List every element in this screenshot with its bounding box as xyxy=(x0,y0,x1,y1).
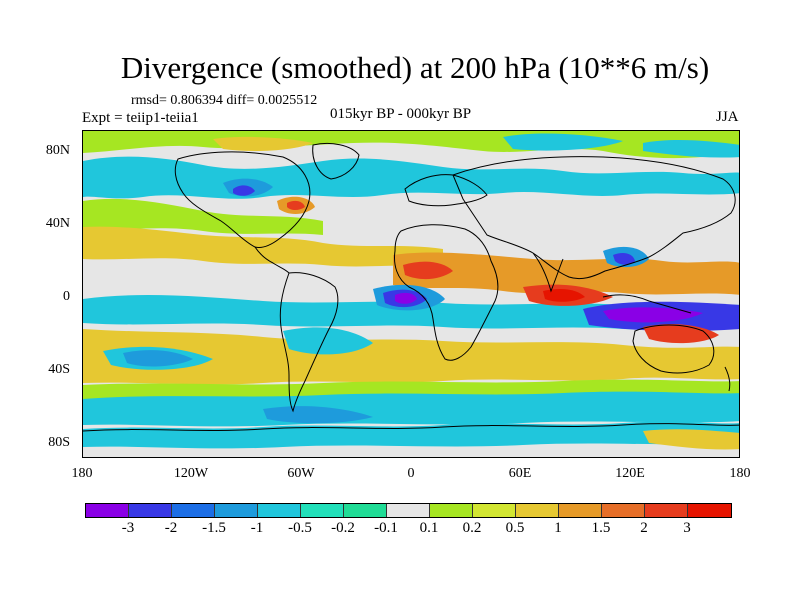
contour-eq-darkred xyxy=(543,289,585,302)
coastlines xyxy=(83,142,739,432)
colorbar-label: 1.5 xyxy=(591,520,611,536)
colorbar-swatch xyxy=(301,504,344,517)
contour-arctic-orange xyxy=(213,136,313,151)
lon-tick-180-right: 180 xyxy=(729,466,751,481)
lon-tick-0: 0 xyxy=(407,466,415,481)
contour-sh-blue-2 xyxy=(263,406,373,424)
colorbar-label: 0.2 xyxy=(462,520,482,536)
colorbar xyxy=(85,503,732,518)
colorbar-swatch xyxy=(258,504,301,517)
lat-tick-80s: 80S xyxy=(48,435,70,450)
coastline-greenland xyxy=(312,142,360,180)
plot-title: Divergence (smoothed) at 200 hPa (10**6 … xyxy=(120,50,710,85)
colorbar-swatch xyxy=(645,504,688,517)
coastline-africa xyxy=(394,224,499,361)
contour-antarctic-cyan xyxy=(83,421,739,449)
colorbar-swatch xyxy=(430,504,473,517)
divergence-map xyxy=(83,131,739,457)
coastline-india xyxy=(532,252,564,293)
colorbar-swatch xyxy=(86,504,129,517)
lon-tick-180-left: 180 xyxy=(71,466,93,481)
lat-tick-80n: 80N xyxy=(45,143,70,158)
coastline-south-america xyxy=(279,272,339,413)
season-label: JJA xyxy=(716,109,739,125)
colorbar-label: -2 xyxy=(164,520,178,536)
contour-asia-red xyxy=(403,261,453,280)
colorbar-swatch xyxy=(129,504,172,517)
colorbar-swatch xyxy=(387,504,430,517)
contour-pacific-purple xyxy=(603,307,703,323)
lat-tick-0: 0 xyxy=(63,289,70,304)
coastline-central-america xyxy=(254,246,290,274)
colorbar-swatch xyxy=(344,504,387,517)
colorbar-label: -0.5 xyxy=(288,520,312,536)
lat-tick-40s: 40S xyxy=(48,362,70,377)
lon-tick-120w: 120W xyxy=(173,466,209,481)
coastline-indonesia xyxy=(602,294,692,314)
contour-asia-darkblue xyxy=(613,253,635,265)
colorbar-label: -1 xyxy=(250,520,264,536)
colorbar-label: 0.1 xyxy=(419,520,439,536)
contour-sh-cyan-2 xyxy=(283,327,373,355)
contour-fields xyxy=(83,131,739,457)
contour-nh-darkblue xyxy=(233,185,255,196)
colorbar-swatch xyxy=(602,504,645,517)
colorbar-label: -3 xyxy=(121,520,135,536)
contour-sh-cyan-3 xyxy=(83,391,739,427)
experiment-label: Expt = teiip1-teiia1 xyxy=(82,110,199,126)
coastline-new-zealand xyxy=(724,366,731,392)
lon-tick-60e: 60E xyxy=(508,466,532,481)
contour-eq-purple xyxy=(395,292,417,304)
colorbar-swatch xyxy=(215,504,258,517)
contour-arctic-cyan-2 xyxy=(643,139,739,158)
contour-asia-orange xyxy=(393,252,739,295)
colorbar-label: -0.1 xyxy=(374,520,398,536)
lon-tick-60w: 60W xyxy=(287,466,315,481)
colorbar-label: 2 xyxy=(640,520,648,536)
contour-sh-blue-1 xyxy=(123,350,193,367)
coastline-asia xyxy=(452,156,736,280)
lon-tick-120e: 120E xyxy=(615,466,645,481)
contour-sh-red xyxy=(643,324,719,344)
colorbar-label: 1 xyxy=(554,520,562,536)
colorbar-swatch xyxy=(559,504,602,517)
colorbar-swatch xyxy=(473,504,516,517)
contour-nh-red xyxy=(287,200,305,210)
stats-label: rmsd= 0.806394 diff= 0.0025512 xyxy=(131,93,318,108)
colorbar-label: -1.5 xyxy=(202,520,226,536)
colorbar-swatch xyxy=(688,504,731,517)
coastline-antarctica xyxy=(83,423,739,432)
contour-arctic-cyan xyxy=(503,133,623,151)
contour-sh-orange xyxy=(83,329,739,385)
coastline-europe xyxy=(404,174,488,207)
colorbar-label: 0.5 xyxy=(505,520,525,536)
colorbar-label: -0.2 xyxy=(331,520,355,536)
colorbar-swatch xyxy=(172,504,215,517)
period-label: 015kyr BP - 000kyr BP xyxy=(330,106,472,122)
coastline-australia xyxy=(632,324,715,374)
colorbar-swatch xyxy=(516,504,559,517)
lat-tick-40n: 40N xyxy=(45,216,70,231)
contour-nh-green xyxy=(83,198,323,235)
contour-antarctic-orange xyxy=(643,429,739,450)
coastline-north-america xyxy=(174,151,311,248)
colorbar-label: 3 xyxy=(683,520,691,536)
map-panel xyxy=(82,130,740,458)
